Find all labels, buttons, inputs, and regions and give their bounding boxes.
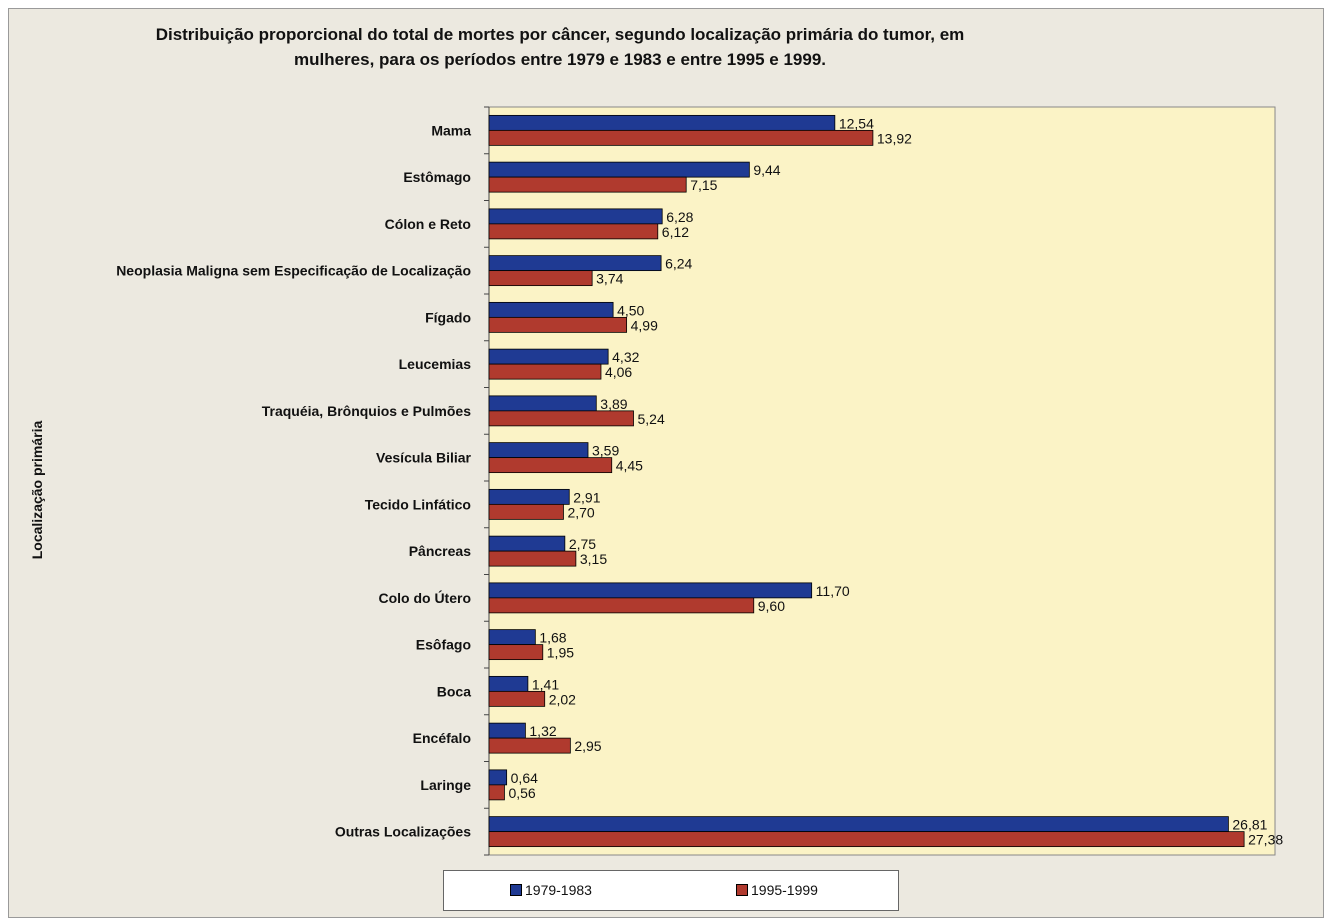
category-label: Estômago [403, 169, 471, 185]
bar-series-1 [488, 816, 1229, 833]
data-label-series-2: 7,15 [690, 177, 717, 193]
data-label-series-2: 4,45 [616, 458, 643, 474]
data-label-series-2: 3,15 [580, 551, 607, 567]
bar-series-2 [488, 690, 546, 707]
category-label: Cólon e Reto [385, 216, 471, 232]
data-label-series-1: 12,54 [839, 115, 874, 131]
bar-series-2 [488, 503, 564, 520]
bar-series-1 [488, 629, 536, 646]
bar-series-2 [488, 457, 613, 474]
bar-series-1 [488, 395, 597, 412]
data-label-series-2: 3,74 [596, 271, 623, 287]
category-label: Laringe [420, 777, 471, 793]
data-label-series-1: 4,50 [617, 302, 644, 318]
legend-swatch-series-2 [736, 884, 748, 896]
bar-series-1 [488, 675, 529, 692]
category-label: Traquéia, Brônquios e Pulmões [262, 403, 471, 419]
legend-swatch-series-1 [510, 884, 522, 896]
bar-series-2 [488, 316, 628, 333]
category-label: Vesícula Biliar [376, 450, 471, 466]
data-label-series-1: 1,32 [529, 723, 556, 739]
data-label-series-2: 0,56 [508, 785, 535, 801]
bar-series-2 [488, 223, 659, 240]
bar-series-2 [488, 597, 755, 614]
data-label-series-2: 13,92 [877, 130, 912, 146]
data-label-series-1: 26,81 [1232, 817, 1267, 833]
bar-series-1 [488, 722, 526, 739]
data-label-series-2: 1,95 [547, 645, 574, 661]
category-label: Outras Localizações [335, 824, 471, 840]
data-label-series-1: 2,75 [569, 536, 596, 552]
bar-series-1 [488, 301, 614, 318]
category-label: Neoplasia Maligna sem Especificação de L… [116, 263, 471, 279]
data-label-series-2: 4,06 [605, 364, 632, 380]
data-label-series-1: 6,28 [666, 209, 693, 225]
data-label-series-2: 4,99 [631, 317, 658, 333]
data-label-series-1: 9,44 [753, 162, 780, 178]
category-label: Pâncreas [409, 543, 471, 559]
category-label: Esôfago [416, 637, 471, 653]
bar-series-1 [488, 208, 663, 225]
data-label-series-1: 1,41 [532, 676, 559, 692]
data-label-series-1: 11,70 [816, 583, 850, 599]
bar-series-2 [488, 410, 634, 427]
data-label-series-1: 3,89 [600, 396, 627, 412]
category-label: Encéfalo [413, 730, 471, 746]
bar-series-2 [488, 737, 571, 754]
legend-label-series-2: 1995-1999 [751, 882, 818, 898]
bar-series-1 [488, 769, 508, 786]
data-label-series-1: 4,32 [612, 349, 639, 365]
bar-series-2 [488, 176, 687, 193]
bar-series-1 [488, 442, 589, 459]
bar-series-2 [488, 363, 602, 380]
data-label-series-2: 6,12 [662, 224, 689, 240]
data-label-series-2: 2,70 [567, 504, 594, 520]
bar-series-2 [488, 831, 1245, 848]
data-label-series-2: 2,02 [549, 691, 576, 707]
bar-series-1 [488, 255, 662, 272]
bar-series-1 [488, 535, 566, 552]
data-label-series-1: 1,68 [539, 630, 566, 646]
category-label: Tecido Linfático [365, 496, 471, 512]
category-label: Boca [437, 683, 471, 699]
category-label: Leucemias [399, 356, 472, 372]
data-label-series-2: 2,95 [574, 738, 601, 754]
bar-series-2 [488, 784, 505, 801]
category-label: Colo do Útero [378, 589, 471, 606]
data-label-series-1: 2,91 [573, 489, 600, 505]
bar-series-1 [488, 161, 750, 178]
legend: 1979-1983 1995-1999 [443, 870, 899, 911]
data-label-series-2: 27,38 [1248, 832, 1283, 848]
bar-series-1 [488, 582, 813, 599]
legend-item-series-1: 1979-1983 [510, 882, 592, 898]
data-label-series-1: 3,59 [592, 443, 619, 459]
data-label-series-1: 6,24 [665, 256, 692, 272]
bar-series-2 [488, 644, 544, 661]
data-label-series-1: 0,64 [511, 770, 538, 786]
legend-item-series-2: 1995-1999 [736, 882, 818, 898]
bar-series-2 [488, 550, 577, 567]
bar-series-1 [488, 488, 570, 505]
category-label: Fígado [425, 309, 471, 325]
legend-label-series-1: 1979-1983 [525, 882, 592, 898]
chart-title: Distribuição proporcional do total de mo… [155, 25, 965, 69]
bar-series-2 [488, 270, 593, 287]
data-label-series-2: 5,24 [638, 411, 665, 427]
bar-series-1 [488, 348, 609, 365]
data-label-series-2: 9,60 [758, 598, 785, 614]
bar-series-2 [488, 129, 874, 146]
category-label: Mama [431, 122, 471, 138]
bar-series-1 [488, 114, 836, 131]
